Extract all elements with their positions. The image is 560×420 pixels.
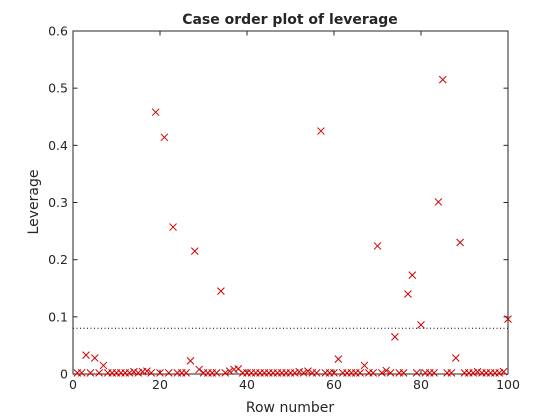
data-point-marker <box>438 75 447 84</box>
data-point-marker <box>404 290 412 298</box>
data-point-marker <box>182 369 190 377</box>
data-point-marker <box>456 238 465 247</box>
y-tick-label: 0.3 <box>48 195 68 210</box>
data-point-marker <box>130 367 138 376</box>
y-tick-label: 0 <box>60 367 68 382</box>
data-point-marker <box>147 369 156 377</box>
plot-area: 0 20 40 60 80 100 0 0.1 0.2 0.3 0.4 0.5 0.6 <box>48 24 520 393</box>
data-point-marker <box>412 369 421 377</box>
data-point-marker <box>164 369 173 377</box>
data-point-marker <box>195 365 204 374</box>
y-tick-label: 0.6 <box>48 24 68 39</box>
data-point-marker <box>212 369 221 377</box>
data-point-marker <box>86 369 95 377</box>
data-point-marker <box>451 354 460 362</box>
x-tick-label: 20 <box>152 377 168 392</box>
data-point-marker <box>360 361 369 370</box>
data-point-marker <box>399 369 408 377</box>
data-point-marker <box>160 133 169 142</box>
data-point-marker <box>356 369 364 377</box>
y-axis-label: Leverage <box>26 170 42 235</box>
data-point-marker <box>499 367 508 376</box>
data-point-marker <box>217 287 225 295</box>
data-point-marker <box>299 369 308 377</box>
data-point-marker <box>417 320 425 329</box>
data-point-marker <box>151 108 160 117</box>
data-point-marker <box>95 369 103 377</box>
data-point-marker <box>377 369 386 377</box>
data-point-marker <box>221 369 230 377</box>
data-point-marker <box>99 361 108 370</box>
x-tick-label: 40 <box>239 377 255 392</box>
data-point-marker <box>386 369 395 377</box>
data-point-marker <box>469 369 478 377</box>
data-point-marker <box>430 369 438 377</box>
x-tick-label: 80 <box>413 377 429 392</box>
x-axis-label: Row number <box>246 400 334 416</box>
data-point-marker <box>473 367 482 376</box>
data-point-marker <box>373 242 382 250</box>
data-point-marker <box>125 369 134 377</box>
data-point-marker <box>143 367 151 375</box>
y-tick-label: 0.4 <box>48 138 68 153</box>
data-point-marker <box>304 367 312 375</box>
data-point-marker <box>317 127 325 135</box>
data-point-marker <box>334 355 343 363</box>
data-point-marker <box>290 369 299 377</box>
data-point-marker <box>225 367 234 375</box>
data-point-marker <box>447 369 456 377</box>
data-point-marker <box>504 315 512 323</box>
y-tick-label: 0.1 <box>48 309 68 324</box>
data-point-marker <box>495 369 504 377</box>
data-point-marker <box>82 351 90 359</box>
x-tick-label: 100 <box>496 377 520 392</box>
y-tick-label: 0.5 <box>48 81 68 96</box>
data-point-marker <box>156 369 164 377</box>
data-point-marker <box>90 354 99 362</box>
data-point-marker <box>186 356 195 365</box>
data-point-marker <box>330 369 338 377</box>
y-tick-label: 0.2 <box>48 252 68 267</box>
x-tick-label: 60 <box>326 377 342 392</box>
data-point-marker <box>408 271 417 279</box>
chart-title: Case order plot of leverage <box>182 12 398 28</box>
data-point-marker <box>295 367 304 376</box>
data-point-marker <box>77 369 86 377</box>
data-point-marker <box>391 332 399 341</box>
data-point-marker <box>369 369 378 377</box>
data-point-marker <box>169 223 177 231</box>
data-point-marker <box>190 247 199 255</box>
x-tick-label: 0 <box>69 377 77 392</box>
data-point-marker <box>382 366 391 375</box>
data-point-marker <box>134 369 143 377</box>
data-point-marker <box>312 369 321 377</box>
data-point-marker <box>434 198 443 206</box>
